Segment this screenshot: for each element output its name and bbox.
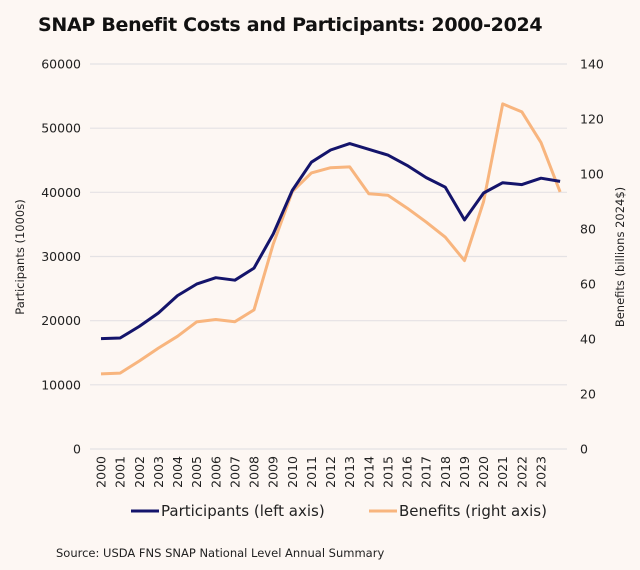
left-tick-label: 0: [73, 442, 81, 457]
legend-label-benefits: Benefits (right axis): [399, 502, 547, 520]
left-tick-label: 50000: [41, 121, 81, 136]
x-tick-label: 2019: [457, 456, 472, 488]
x-tick-label: 2012: [323, 456, 338, 488]
x-tick-label: 2010: [285, 456, 300, 488]
left-axis-ticks: 0 10000 20000 30000 40000 50000 60000: [41, 57, 81, 457]
series-lines: [100, 102, 562, 376]
legend: Participants (left axis) Benefits (right…: [131, 502, 547, 520]
left-tick-label: 40000: [41, 185, 81, 200]
source-note: Source: USDA FNS SNAP National Level Ann…: [56, 546, 384, 560]
x-tick-label: 2017: [419, 456, 434, 488]
x-tick-label: 2004: [170, 456, 185, 488]
left-tick-label: 20000: [41, 313, 81, 328]
right-tick-label: 40: [580, 332, 596, 347]
chart-title: SNAP Benefit Costs and Participants: 200…: [38, 14, 543, 36]
x-tick-label: 2001: [113, 456, 128, 488]
x-tick-label: 2014: [361, 456, 376, 488]
right-tick-label: 60: [580, 277, 596, 292]
x-tick-label: 2020: [476, 456, 491, 488]
right-tick-label: 140: [580, 57, 604, 72]
x-tick-label: 2015: [380, 456, 395, 488]
right-tick-label: 20: [580, 387, 596, 402]
x-tick-label: 2023: [533, 456, 548, 488]
participants-line: [100, 142, 561, 341]
x-tick-label: 2003: [151, 456, 166, 488]
x-tick-label: 2006: [208, 456, 223, 488]
x-tick-label: 2016: [400, 456, 415, 488]
x-tick-label: 2021: [495, 456, 510, 488]
benefits-line: [100, 102, 562, 376]
left-axis-title: Participants (1000s): [13, 199, 27, 314]
x-tick-label: 2002: [132, 456, 147, 488]
left-tick-label: 10000: [41, 377, 81, 392]
right-axis-ticks: 0 20 40 60 80 100 120 140: [580, 57, 604, 457]
x-tick-label: 2009: [266, 456, 281, 488]
x-tick-label: 2000: [94, 456, 109, 488]
x-tick-label: 2011: [304, 456, 319, 488]
x-tick-label: 2005: [189, 456, 204, 488]
x-tick-label: 2008: [247, 456, 262, 488]
left-tick-label: 60000: [41, 57, 81, 72]
x-tick-label: 2013: [342, 456, 357, 488]
right-tick-label: 120: [580, 112, 604, 127]
x-tick-label: 2018: [438, 456, 453, 488]
left-tick-label: 30000: [41, 249, 81, 264]
right-axis-title: Benefits (billions 2024$): [613, 187, 627, 327]
legend-label-participants: Participants (left axis): [161, 502, 325, 520]
x-axis-ticks: 2000 2001 2002 2003 2004 2005 2006 2007 2008 2009…: [94, 456, 549, 488]
right-tick-label: 80: [580, 222, 596, 237]
right-tick-label: 0: [580, 442, 588, 457]
right-tick-label: 100: [580, 167, 604, 182]
x-tick-label: 2022: [514, 456, 529, 488]
gridlines: [90, 63, 567, 450]
x-tick-label: 2007: [227, 456, 242, 488]
